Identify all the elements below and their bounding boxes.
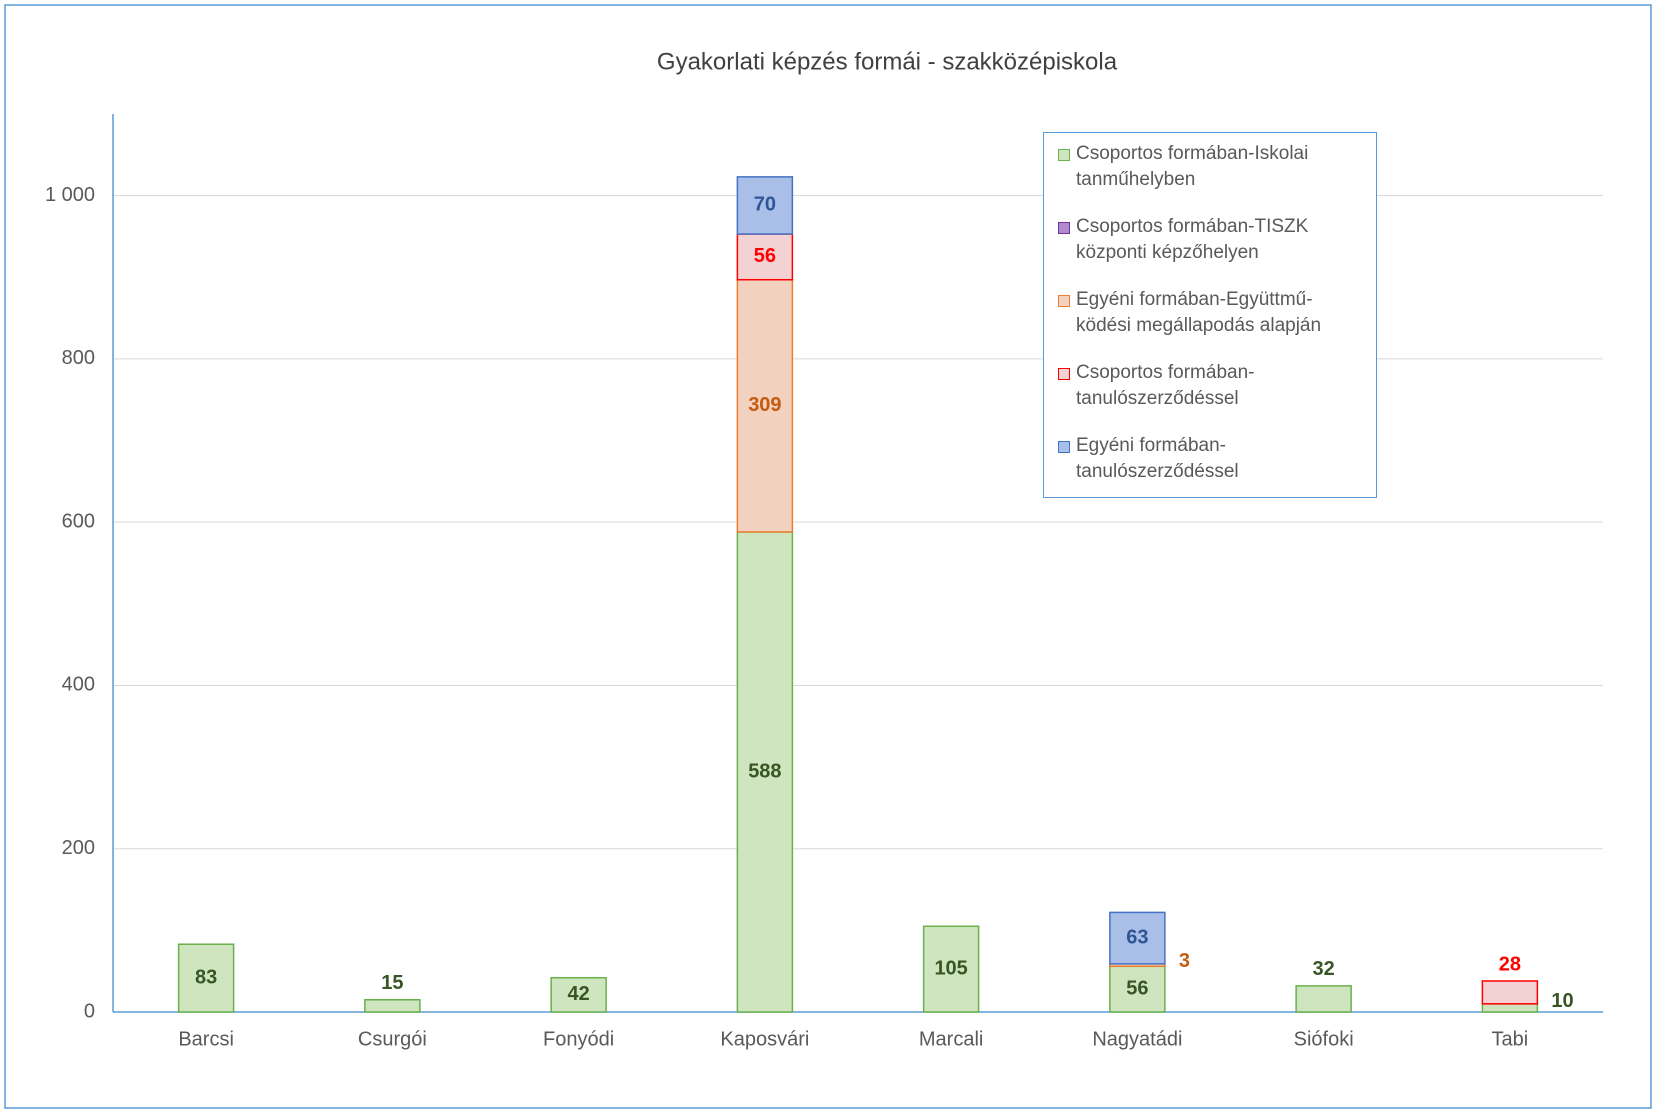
legend: Csoportos formában-Iskolai tanműhelyben C… (1043, 132, 1377, 498)
legend-item: Csoportos formában-TISZK központi képzőh… (1058, 214, 1366, 266)
data-label: 32 (1313, 958, 1335, 980)
data-label: 83 (195, 966, 217, 988)
bar-segment (550, 976, 607, 1013)
data-label: 105 (934, 957, 967, 979)
x-tick-label: Kaposvári (720, 1028, 809, 1050)
data-label: 42 (568, 983, 590, 1005)
bar-segment (736, 176, 794, 235)
data-label: 309 (748, 394, 781, 416)
bar-segment (922, 925, 980, 1013)
bar-segment (177, 943, 235, 1013)
legend-item: Egyéni formában-Együttmű-ködési megállap… (1058, 287, 1366, 339)
legend-label: Egyéni formában-tanulószerződéssel (1076, 435, 1239, 482)
y-tick-label: 600 (62, 510, 95, 532)
chart-title: Gyakorlati képzés formái - szakközépisko… (657, 48, 1118, 75)
legend-item: Egyéni formában-tanulószerződéssel (1058, 433, 1366, 485)
bar-segment (736, 531, 794, 1013)
y-tick-label: 800 (62, 347, 95, 369)
data-label: 63 (1126, 926, 1148, 948)
data-label: 588 (748, 760, 781, 782)
bar-segment (1481, 980, 1539, 1005)
legend-label: Csoportos formában-tanulószerződéssel (1076, 362, 1255, 409)
x-tick-label: Fonyódi (543, 1028, 614, 1050)
y-tick-label: 400 (62, 674, 95, 696)
legend-item: Csoportos formában-tanulószerződéssel (1058, 360, 1366, 412)
legend-swatch (1058, 295, 1070, 307)
data-label: 56 (754, 245, 776, 267)
legend-label: Csoportos formában-Iskolai tanműhelyben (1076, 143, 1309, 190)
legend-swatch (1058, 222, 1070, 234)
bar-segment (1109, 965, 1166, 1013)
data-label: 3 (1179, 950, 1190, 972)
bar-segment (364, 999, 421, 1013)
data-label: 28 (1499, 953, 1521, 975)
x-tick-label: Siófoki (1294, 1028, 1354, 1050)
data-label: 10 (1551, 990, 1573, 1012)
bar-segment (1295, 985, 1352, 1013)
legend-swatch (1058, 441, 1070, 453)
x-tick-label: Tabi (1492, 1028, 1529, 1050)
x-tick-label: Nagyatádi (1092, 1028, 1182, 1050)
y-tick-label: 0 (84, 1000, 95, 1022)
x-tick-label: Csurgói (358, 1028, 427, 1050)
data-label: 70 (754, 194, 776, 216)
y-tick-label: 200 (62, 837, 95, 859)
x-tick-label: Marcali (919, 1028, 983, 1050)
legend-swatch (1058, 368, 1070, 380)
bar-segment (1481, 1003, 1539, 1013)
x-tick-label: Barcsi (178, 1028, 234, 1050)
bar-segment (736, 233, 794, 281)
bar-segment (1109, 911, 1166, 965)
legend-label: Egyéni formában-Együttmű-ködési megállap… (1076, 289, 1322, 336)
legend-label: Csoportos formában-TISZK központi képzőh… (1076, 216, 1309, 263)
legend-swatch (1058, 149, 1070, 161)
bar-segment (736, 278, 794, 533)
chart-border (4, 4, 1652, 1109)
y-tick-label: 1 000 (45, 184, 95, 206)
data-label: 56 (1126, 977, 1148, 999)
data-label: 15 (381, 972, 403, 994)
legend-item: Csoportos formában-Iskolai tanműhelyben (1058, 141, 1366, 193)
